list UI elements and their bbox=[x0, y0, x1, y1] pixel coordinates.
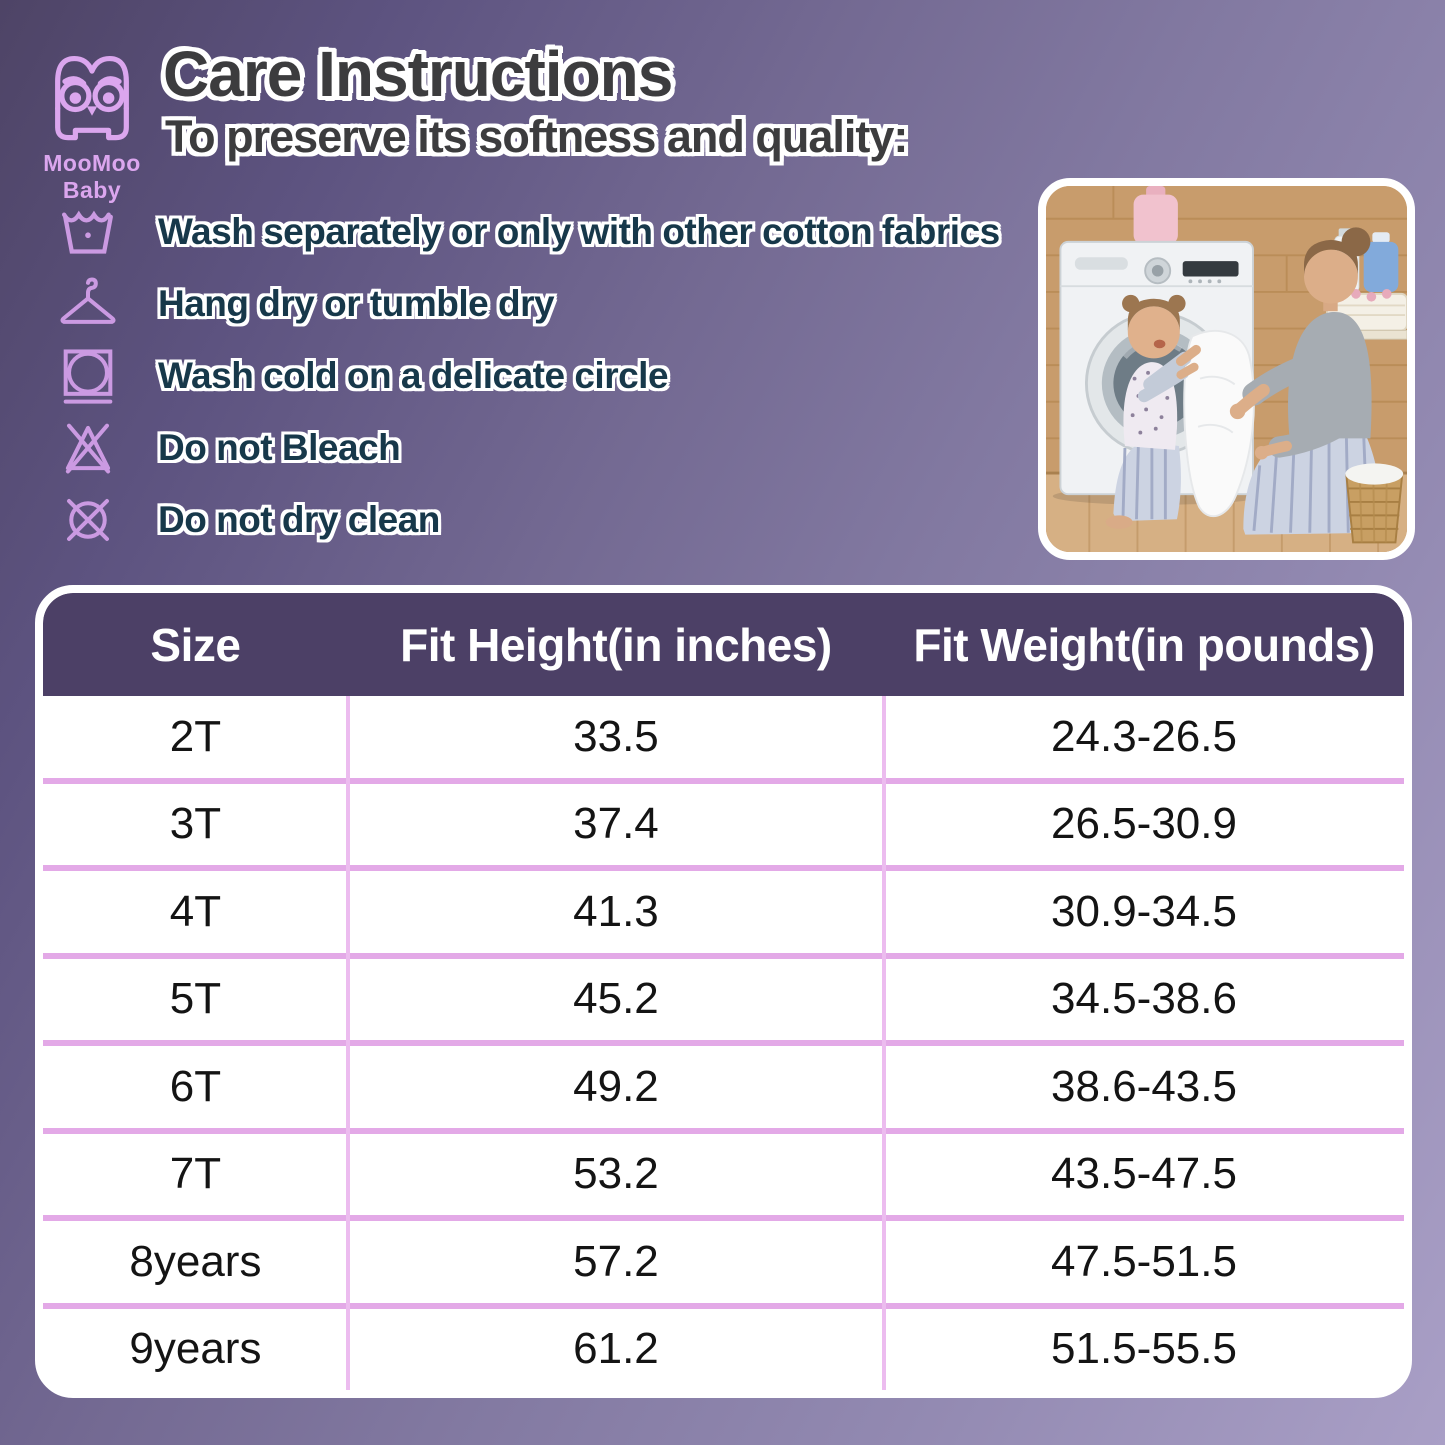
cell-size: 2T bbox=[169, 711, 222, 761]
table-row-6t: 6T 49.2 38.6-43.5 bbox=[43, 1040, 1404, 1128]
table-row-9years: 9years 61.2 51.5-55.5 bbox=[43, 1302, 1404, 1390]
laundry-photo bbox=[1038, 178, 1415, 560]
cell-size: 9years bbox=[129, 1324, 262, 1374]
do-not-bleach-icon bbox=[56, 419, 120, 477]
table-row-3t: 3T 37.4 26.5-30.9 bbox=[43, 777, 1404, 865]
care-item-no-bleach: Do not Bleach bbox=[56, 422, 1000, 474]
care-item-text: Wash cold on a delicate circle bbox=[158, 355, 669, 396]
table-column-divider bbox=[345, 696, 350, 1390]
cell-weight: 34.5-38.6 bbox=[1051, 974, 1237, 1024]
size-chart-header-row: Size Fit Height(in inches) Fit Weight(in… bbox=[43, 593, 1404, 696]
cell-weight: 43.5-47.5 bbox=[1051, 1149, 1237, 1199]
cell-size: 6T bbox=[169, 1061, 222, 1111]
brand-name: MooMoo Baby bbox=[43, 150, 141, 203]
laundry-photo-illustration bbox=[1046, 186, 1407, 552]
care-item-text: Do not Bleach bbox=[158, 427, 401, 468]
size-chart-body: 2T 33.5 24.3-26.5 3T 37.4 26.5-30.9 4T 4… bbox=[43, 696, 1404, 1390]
care-item-text: Hang dry or tumble dry bbox=[158, 283, 555, 324]
page-subtitle: To preserve its softness and quality: bbox=[165, 111, 908, 162]
do-not-dry-clean-icon bbox=[56, 491, 120, 549]
cell-size: 3T bbox=[169, 799, 222, 849]
cell-weight: 47.5-51.5 bbox=[1051, 1236, 1237, 1286]
care-item-no-dry-clean: Do not dry clean bbox=[56, 494, 1000, 546]
cell-height: 41.3 bbox=[573, 886, 659, 936]
table-row-2t: 2T 33.5 24.3-26.5 bbox=[43, 696, 1404, 778]
cell-weight: 51.5-55.5 bbox=[1051, 1324, 1237, 1374]
cell-height: 61.2 bbox=[573, 1324, 659, 1374]
size-chart-table: Size Fit Height(in inches) Fit Weight(in… bbox=[35, 585, 1412, 1398]
hanger-icon bbox=[56, 276, 120, 332]
cell-height: 49.2 bbox=[573, 1061, 659, 1111]
care-item-wash-cold: Wash cold on a delicate circle bbox=[56, 347, 1000, 405]
care-item-hang-dry: Hang dry or tumble dry bbox=[56, 276, 1000, 332]
column-header-size: Size bbox=[150, 618, 241, 671]
cell-height: 37.4 bbox=[573, 799, 659, 849]
moomoo-baby-owl-icon bbox=[55, 55, 129, 141]
cell-weight: 26.5-30.9 bbox=[1051, 799, 1237, 849]
cell-size: 4T bbox=[169, 886, 222, 936]
care-item-wash-separately: Wash separately or only with other cotto… bbox=[56, 206, 1000, 258]
cell-size: 5T bbox=[169, 974, 222, 1024]
column-header-weight: Fit Weight(in pounds) bbox=[913, 618, 1375, 671]
table-row-8years: 8years 57.2 47.5-51.5 bbox=[43, 1215, 1404, 1303]
cell-size: 8years bbox=[129, 1236, 262, 1286]
cell-weight: 30.9-34.5 bbox=[1051, 886, 1237, 936]
title-block: Care Instructions To preserve its softne… bbox=[163, 38, 908, 162]
machine-wash-icon bbox=[56, 206, 120, 258]
cell-weight: 24.3-26.5 bbox=[1051, 711, 1237, 761]
brand-logo-block: MooMoo Baby bbox=[24, 44, 160, 204]
cell-height: 57.2 bbox=[573, 1236, 659, 1286]
page-title: Care Instructions bbox=[163, 38, 673, 110]
cell-height: 45.2 bbox=[573, 974, 659, 1024]
care-item-text: Wash separately or only with other cotto… bbox=[158, 211, 1000, 252]
table-row-5t: 5T 45.2 34.5-38.6 bbox=[43, 952, 1404, 1040]
cell-height: 33.5 bbox=[573, 711, 659, 761]
column-header-height: Fit Height(in inches) bbox=[400, 618, 832, 671]
table-row-4t: 4T 41.3 30.9-34.5 bbox=[43, 865, 1404, 953]
table-row-7t: 7T 53.2 43.5-47.5 bbox=[43, 1127, 1404, 1215]
table-column-divider bbox=[882, 696, 887, 1390]
cell-weight: 38.6-43.5 bbox=[1051, 1061, 1237, 1111]
delicate-cycle-icon bbox=[56, 347, 120, 405]
care-item-text: Do not dry clean bbox=[158, 499, 440, 540]
care-instructions-list: Wash separately or only with other cotto… bbox=[56, 206, 1000, 566]
cell-height: 53.2 bbox=[573, 1149, 659, 1199]
cell-size: 7T bbox=[169, 1149, 222, 1199]
